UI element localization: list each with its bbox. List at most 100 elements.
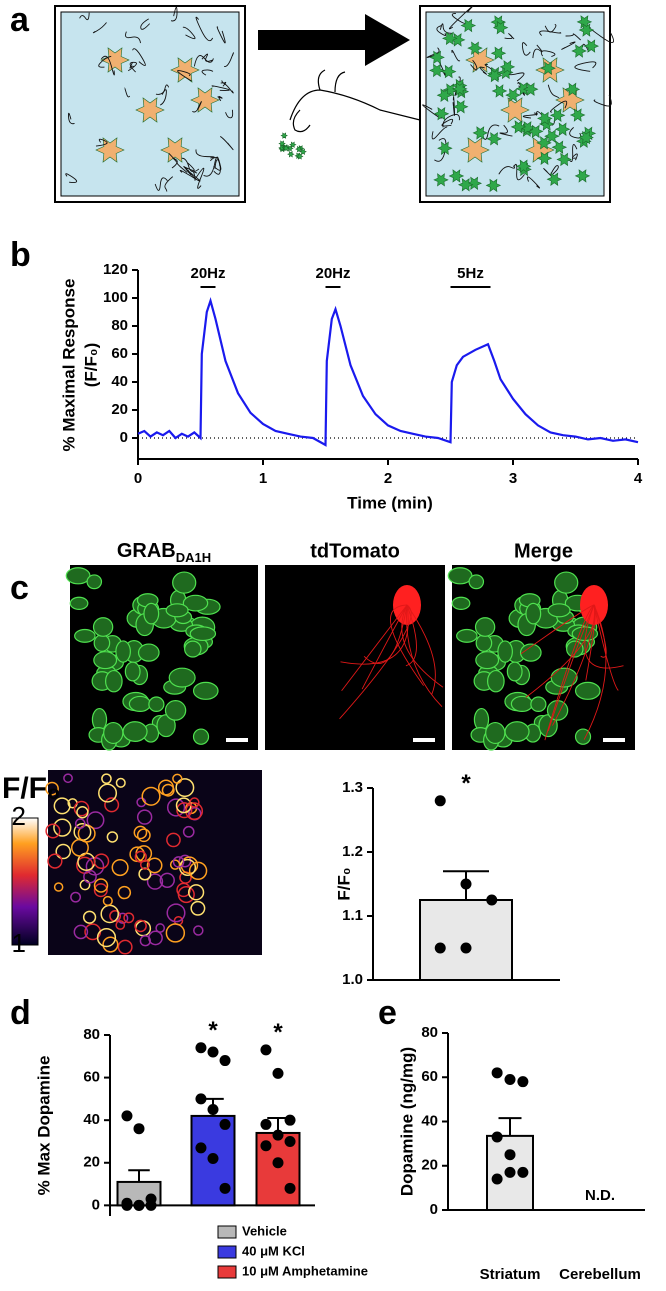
y-axis-title: % Maximal Response [59, 279, 78, 452]
heat-cell [190, 900, 206, 916]
data-point [491, 1173, 503, 1185]
heat-cell [166, 903, 186, 923]
cell [69, 596, 89, 610]
cell [510, 695, 534, 713]
star [490, 46, 507, 60]
cell [192, 728, 210, 745]
star [505, 88, 521, 102]
y-tick-label: 0 [120, 429, 128, 446]
image-title: Merge [514, 540, 573, 562]
stimulus-label: 20Hz [190, 265, 225, 282]
fiber [572, 153, 578, 161]
error-bar [128, 1169, 150, 1182]
data-point [260, 1044, 272, 1056]
neurite [544, 604, 595, 741]
fiber [193, 55, 214, 67]
heat-cell [74, 818, 86, 829]
data-point [272, 1157, 284, 1169]
fiber [193, 171, 198, 181]
star [472, 126, 489, 140]
y-tick-label: 40 [83, 1111, 100, 1128]
neurite [341, 604, 408, 692]
star [170, 57, 200, 83]
star [544, 129, 560, 143]
fiber [426, 47, 440, 58]
x-tick-label: Striatum [480, 1266, 541, 1283]
heat-cell [86, 811, 105, 830]
fiber [441, 118, 454, 127]
heatmap-background [48, 770, 262, 955]
fiber [479, 66, 487, 75]
cell [447, 567, 473, 585]
fiber [544, 24, 557, 33]
heat-cell [146, 873, 164, 890]
cell [547, 603, 571, 618]
fiber [203, 156, 221, 177]
legend-label: 10 μM Amphetamine [242, 1263, 368, 1278]
star [289, 141, 297, 148]
error-bar [498, 1117, 522, 1136]
fiber [448, 5, 474, 30]
hand [289, 69, 421, 133]
fiber [442, 114, 460, 128]
heat-cell [193, 925, 204, 936]
y-tick-label: 120 [103, 261, 128, 278]
y-tick-label: 60 [83, 1069, 100, 1086]
panel-label: c [10, 569, 29, 607]
data-point [219, 1182, 231, 1194]
heat-cell [115, 920, 126, 930]
trace [137, 297, 639, 447]
heat-cell [182, 825, 195, 838]
cell [184, 640, 202, 658]
heat-cell [53, 882, 64, 892]
fiber [565, 33, 581, 41]
fiber [550, 100, 568, 113]
data-point [219, 1055, 231, 1067]
cell [172, 571, 197, 594]
cell [103, 721, 124, 745]
star [440, 64, 457, 79]
cell [506, 661, 523, 682]
heat-cell [155, 923, 166, 933]
cell [168, 667, 196, 688]
heat-cell [115, 777, 126, 788]
fiber [181, 157, 200, 173]
star [510, 120, 527, 134]
x-tick-label: 3 [509, 470, 517, 487]
fiber [504, 33, 515, 40]
data-point [195, 1042, 207, 1054]
fiber [95, 138, 108, 147]
star [537, 111, 553, 126]
fiber [220, 82, 234, 94]
star [522, 82, 539, 96]
data-point [121, 1199, 133, 1211]
cell [475, 651, 500, 670]
data-point [460, 878, 472, 890]
legend-swatch [217, 1225, 237, 1239]
y-tick-label: 100 [103, 289, 128, 306]
fiber [68, 112, 75, 125]
fiber [526, 176, 540, 189]
fiber [79, 12, 90, 21]
heat-cell [176, 802, 193, 819]
y-axis-title: % Max Dopamine [34, 1056, 53, 1196]
heat-cell [45, 781, 59, 796]
fiber [140, 18, 151, 30]
star [536, 136, 552, 150]
heat-cell [102, 895, 113, 907]
data-point [491, 1067, 503, 1079]
cell [128, 695, 152, 713]
star [527, 124, 544, 139]
heat-cell [148, 930, 163, 946]
cell [525, 602, 542, 625]
data-point [133, 1199, 145, 1211]
heat-cell [73, 924, 89, 940]
cell [165, 603, 189, 618]
fiber [574, 61, 597, 72]
stimulus-label: 5Hz [457, 265, 484, 282]
data-point [260, 1118, 272, 1130]
star [460, 18, 477, 33]
data-point [491, 1131, 503, 1143]
value-label: N.D. [585, 1187, 615, 1204]
